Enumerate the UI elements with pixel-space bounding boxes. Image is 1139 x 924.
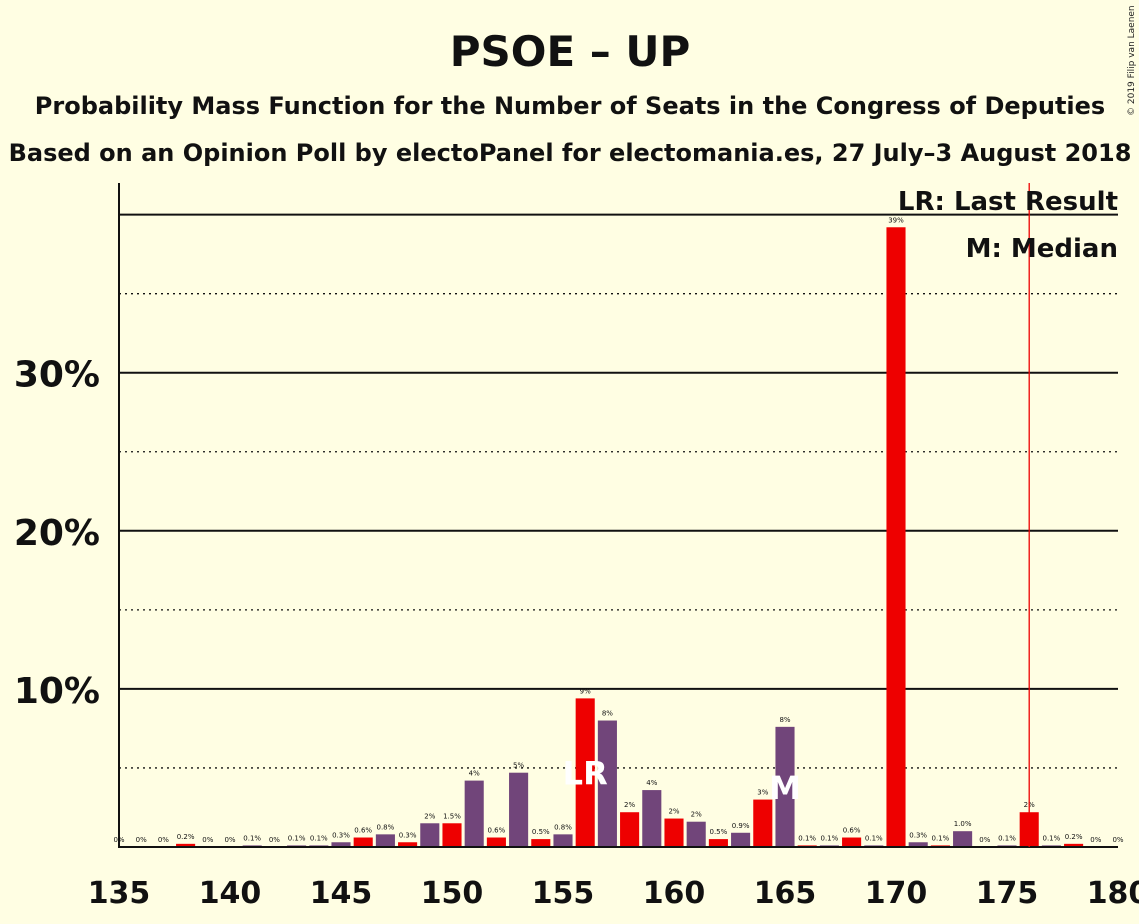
last-result-marker: LR [563, 755, 608, 793]
bar-label-seat-166: 8% [779, 716, 790, 724]
bar-label-seat-174: 1.0% [954, 820, 972, 828]
x-tick-label: 165 [754, 876, 817, 911]
x-tick-label: 140 [199, 876, 262, 911]
bar-label-seat-159: 2% [624, 801, 635, 809]
bar-label-seat-175: 0% [979, 836, 990, 844]
bar-seat-174 [953, 831, 973, 847]
bar-label-seat-151: 1.5% [443, 812, 461, 820]
x-tick-label: 175 [976, 876, 1039, 911]
axes: 135 140 145 150 155 160 165 170 175 180 10% 20% 30% [14, 183, 1139, 911]
bar-label-seat-181: 0% [1112, 836, 1123, 844]
bar-seat-149 [398, 842, 418, 847]
bar-seat-157 [575, 698, 595, 847]
bar-label-seat-144: 0.1% [288, 834, 306, 842]
bar-label-seat-164: 0.9% [732, 822, 750, 830]
bar-label-seat-149: 0.3% [399, 831, 417, 839]
bar-label-seat-138: 0% [158, 836, 169, 844]
bar-seat-171 [886, 227, 906, 847]
bar-label-seat-152: 4% [469, 770, 480, 778]
bar-label-seat-170: 0.1% [865, 834, 883, 842]
copyright-note: © 2019 Filip van Laenen [1127, 5, 1137, 116]
bar-label-seat-141: 0% [224, 836, 235, 844]
bar-seat-160 [642, 790, 662, 847]
bar-label-seat-171: 39% [888, 216, 904, 224]
bar-label-seat-162: 2% [691, 811, 702, 819]
markers: LR M [563, 183, 1030, 847]
bar-seat-147 [353, 837, 373, 847]
bars [176, 227, 1084, 847]
bar-seat-161 [664, 818, 684, 847]
bar-label-seat-150: 2% [424, 812, 435, 820]
bar-seat-154 [509, 772, 529, 847]
x-tick-label: 135 [88, 876, 151, 911]
chart-subtitle-source: Based on an Opinion Poll by electoPanel … [9, 139, 1132, 167]
chart-subtitle: Probability Mass Function for the Number… [35, 92, 1105, 120]
bar-label-seat-142: 0.1% [243, 834, 261, 842]
bar-label-seat-140: 0% [202, 836, 213, 844]
bar-label-seat-148: 0.8% [377, 823, 395, 831]
bar-label-seat-167: 0.1% [798, 834, 816, 842]
bar-seat-155 [531, 839, 551, 847]
bar-label-seat-180: 0% [1090, 836, 1101, 844]
bar-label-seat-146: 0.3% [332, 831, 350, 839]
bar-seat-156 [553, 834, 573, 847]
x-tick-label: 155 [532, 876, 595, 911]
legend-median: M: Median [966, 234, 1118, 264]
chart-title: PSOE – UP [450, 27, 691, 76]
bar-seat-159 [620, 812, 640, 847]
bar-seat-151 [442, 823, 462, 847]
bar-seat-148 [375, 834, 395, 847]
bar-label-seat-147: 0.6% [354, 827, 372, 835]
bar-labels: 0% 0% 0% 0.2% 0% 0% 0.1% 0% 0.1% 0.1% 0.3% 0.6% 0.8%… [113, 216, 1123, 844]
bar-label-seat-173: 0.1% [932, 834, 950, 842]
y-tick-label: 10% [14, 671, 100, 712]
bar-label-seat-139: 0.2% [177, 833, 195, 841]
bar-label-seat-176: 0.1% [998, 834, 1016, 842]
bar-label-seat-155: 0.5% [532, 828, 550, 836]
bar-label-seat-172: 0.3% [909, 831, 927, 839]
x-tick-label: 160 [643, 876, 706, 911]
bar-label-seat-143: 0% [269, 836, 280, 844]
y-tick-label: 20% [14, 513, 100, 554]
bar-label-seat-163: 0.5% [710, 828, 728, 836]
legend-last-result: LR: Last Result [898, 187, 1118, 217]
bar-seat-152 [464, 780, 484, 847]
bar-label-seat-160: 4% [646, 779, 657, 787]
y-tick-label: 30% [14, 355, 100, 396]
bar-seat-166 [775, 726, 795, 847]
bar-label-seat-161: 2% [668, 808, 679, 816]
bar-seat-162 [686, 821, 706, 847]
bar-seat-146 [331, 842, 351, 847]
bar-label-seat-157: 9% [580, 687, 591, 695]
bar-seat-139 [176, 843, 196, 847]
x-tick-label: 170 [865, 876, 928, 911]
x-tick-label: 180 [1087, 876, 1139, 911]
bar-label-seat-169: 0.6% [843, 827, 861, 835]
bar-label-seat-154: 5% [513, 762, 524, 770]
bar-label-seat-153: 0.6% [488, 827, 506, 835]
bar-seat-153 [486, 837, 506, 847]
bar-label-seat-165: 3% [757, 789, 768, 797]
bar-label-seat-137: 0% [136, 836, 147, 844]
bar-label-seat-158: 8% [602, 710, 613, 718]
bar-seat-169 [842, 837, 862, 847]
bar-seat-150 [420, 823, 440, 847]
bar-seat-179 [1064, 843, 1084, 847]
bar-seat-158 [597, 720, 617, 847]
bar-seat-164 [731, 832, 751, 847]
bar-seat-172 [908, 842, 928, 847]
median-marker: M [769, 769, 801, 807]
bar-label-seat-179: 0.2% [1065, 833, 1083, 841]
bar-seat-163 [708, 839, 728, 847]
bar-seat-165 [753, 799, 773, 847]
bar-label-seat-156: 0.8% [554, 823, 572, 831]
x-tick-label: 145 [310, 876, 373, 911]
bar-label-seat-168: 0.1% [821, 834, 839, 842]
gridlines [119, 213, 1118, 769]
bar-label-seat-178: 0.1% [1043, 834, 1061, 842]
x-tick-label: 150 [421, 876, 484, 911]
bar-label-seat-145: 0.1% [310, 834, 328, 842]
